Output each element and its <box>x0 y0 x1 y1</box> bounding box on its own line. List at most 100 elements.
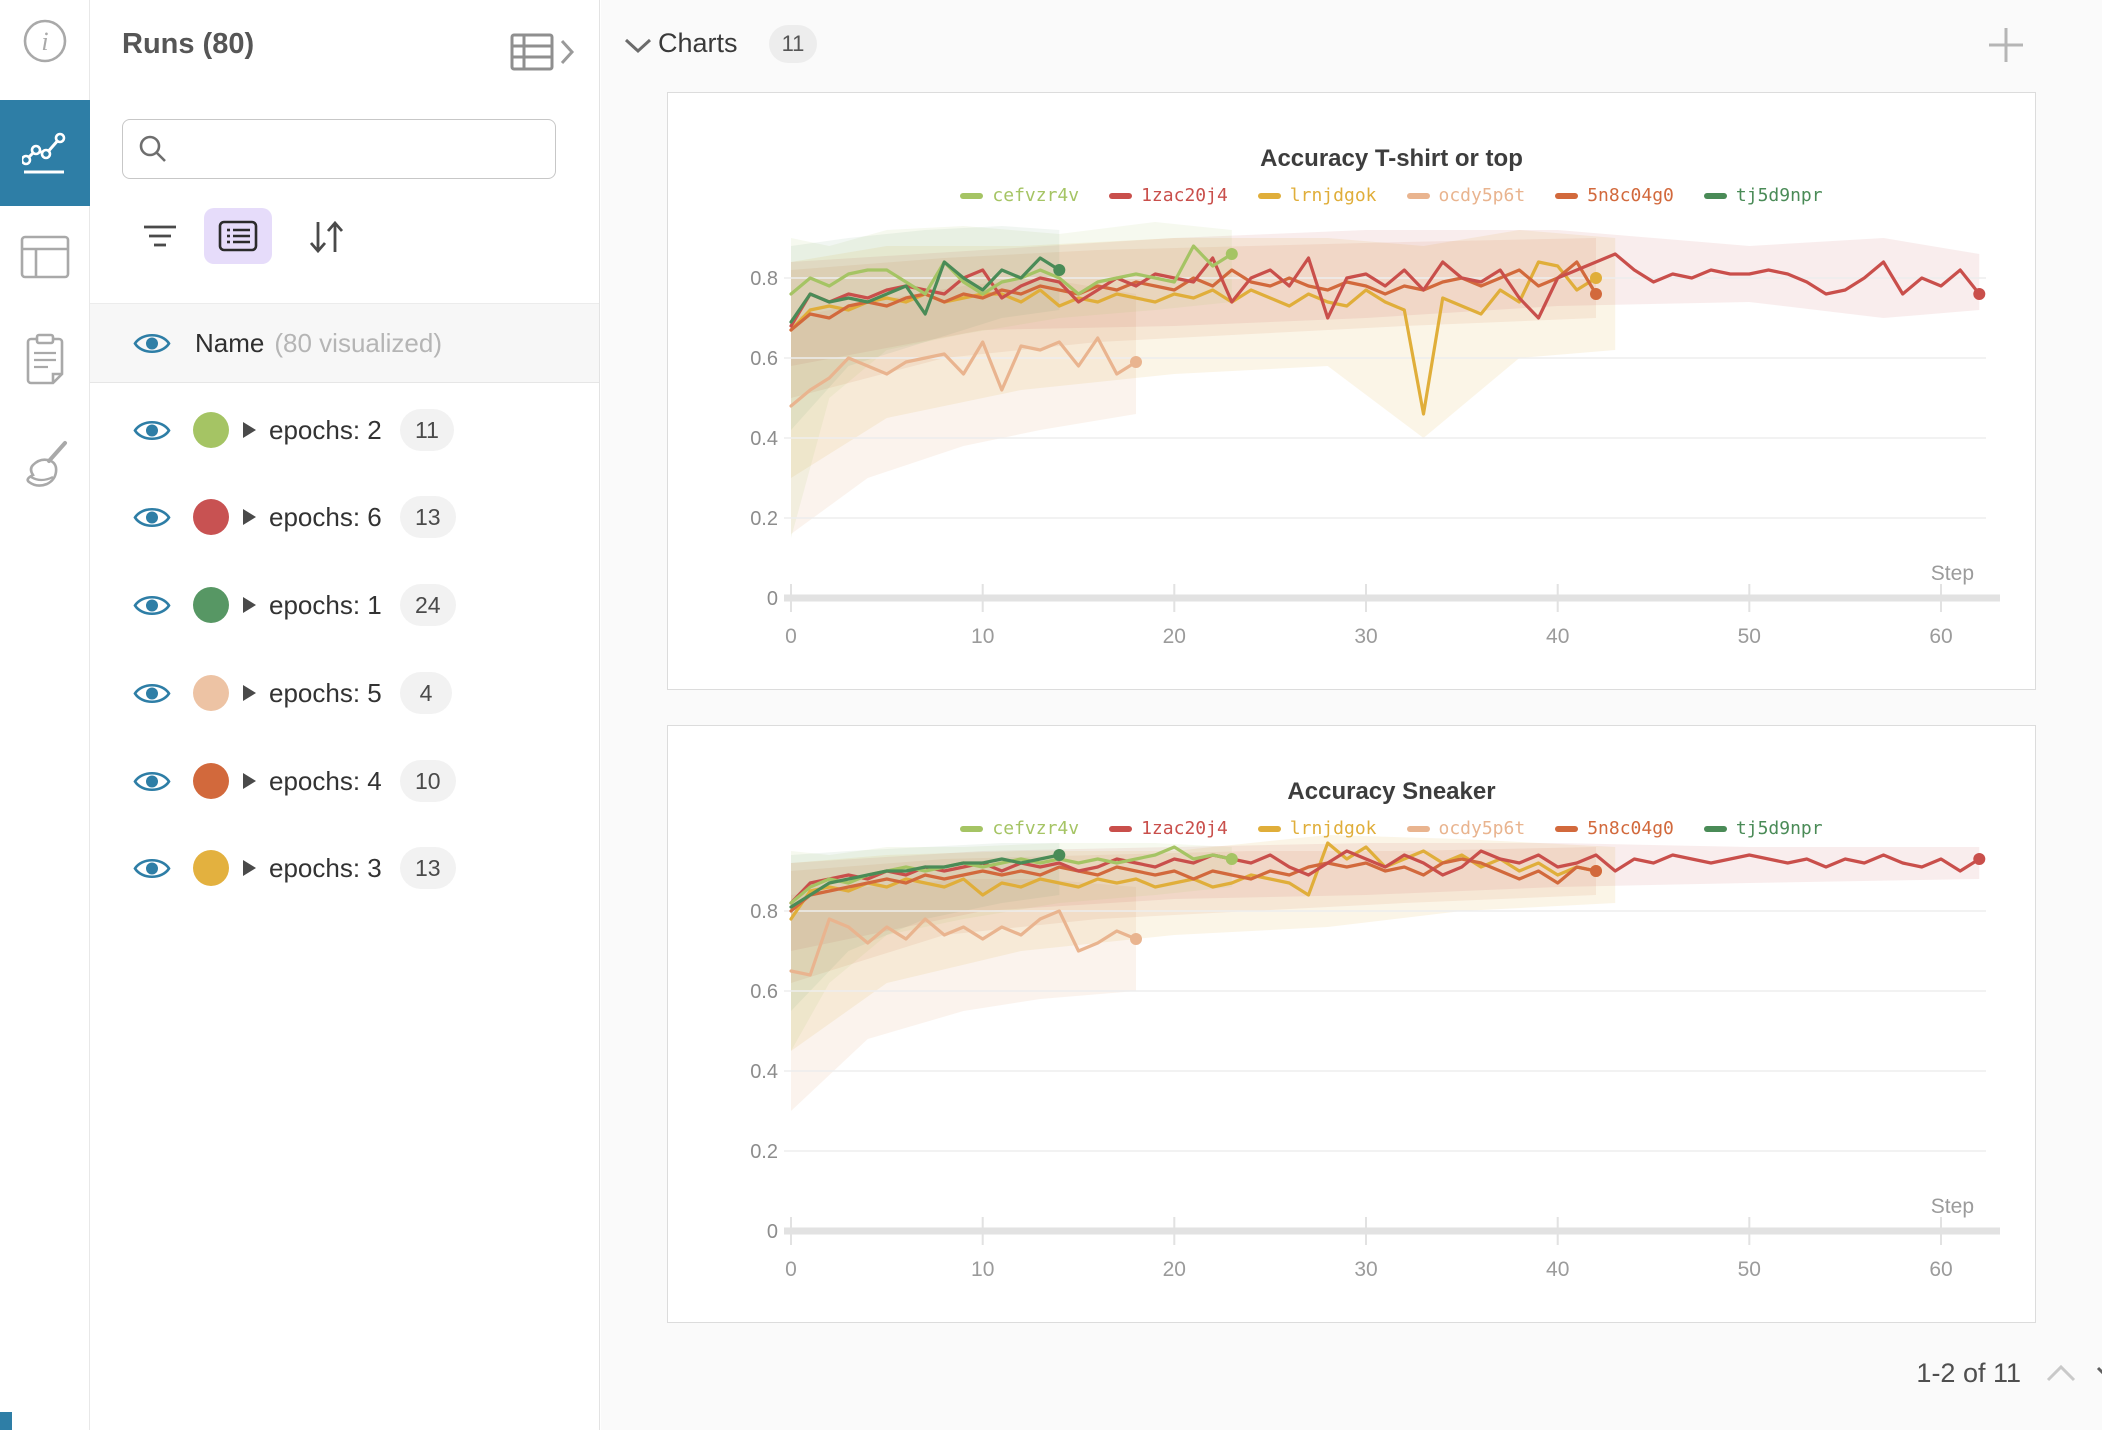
line-plot: 0 0.2 0.4 0.6 0.8 0 10 20 30 40 50 60 Step <box>750 835 2000 1281</box>
page-down-icon[interactable] <box>2093 1362 2102 1386</box>
broom-icon <box>26 441 67 487</box>
legend-item[interactable]: cefvzr4v <box>960 818 1079 839</box>
legend-swatch <box>1109 192 1133 199</box>
run-group-row[interactable]: epochs: 1 24 <box>90 565 599 645</box>
legend-run-name: 1zac20j4 <box>1141 185 1228 206</box>
legend-item[interactable]: lrnjdgok <box>1257 185 1377 206</box>
expand-run-table-button[interactable] <box>510 32 582 72</box>
visibility-eye-icon[interactable] <box>133 680 171 707</box>
chevron-right-icon <box>560 39 575 65</box>
svg-text:0: 0 <box>767 1221 778 1243</box>
run-group-row[interactable]: epochs: 4 10 <box>90 741 599 821</box>
run-group-row[interactable]: epochs: 2 11 <box>90 390 599 470</box>
legend-run-name: ocdy5p6t <box>1438 818 1526 839</box>
legend-run-name: tj5d9npr <box>1735 185 1823 206</box>
run-count-badge: 4 <box>400 672 452 714</box>
expand-caret-icon[interactable] <box>243 422 256 438</box>
charts-section-title: Charts <box>658 28 738 58</box>
rail-item-sweeps[interactable] <box>0 436 90 496</box>
legend-item[interactable]: tj5d9npr <box>1703 185 1823 206</box>
legend-item[interactable]: 1zac20j4 <box>1109 818 1228 839</box>
sort-icon <box>309 220 344 254</box>
legend-swatch <box>1406 192 1430 199</box>
left-rail: i <box>0 0 90 1430</box>
expand-caret-icon[interactable] <box>243 773 256 789</box>
legend-run-name: 5n8c04g0 <box>1587 185 1674 206</box>
legend-run-name: 5n8c04g0 <box>1587 818 1674 839</box>
run-count-badge: 24 <box>400 584 456 626</box>
run-group-label: epochs: 3 <box>269 852 382 883</box>
visibility-eye-icon[interactable] <box>133 330 171 357</box>
run-color-dot <box>193 499 229 535</box>
svg-text:10: 10 <box>971 1258 994 1281</box>
run-search-input[interactable] <box>179 136 539 162</box>
page-up-icon[interactable] <box>2043 1362 2079 1386</box>
visibility-eye-icon[interactable] <box>133 855 171 882</box>
legend-swatch <box>1257 192 1281 199</box>
expand-caret-icon[interactable] <box>243 685 256 701</box>
run-group-row[interactable]: epochs: 5 4 <box>90 653 599 733</box>
rail-item-table[interactable] <box>0 228 90 286</box>
expand-caret-icon[interactable] <box>243 509 256 525</box>
run-group-row[interactable]: epochs: 3 13 <box>90 828 599 908</box>
visibility-eye-icon[interactable] <box>133 768 171 795</box>
svg-text:30: 30 <box>1354 1258 1377 1281</box>
filter-icon <box>144 225 176 247</box>
rail-item-notes[interactable] <box>0 330 90 388</box>
rail-item-info[interactable]: i <box>0 10 90 72</box>
legend-item[interactable]: 5n8c04g0 <box>1555 185 1674 206</box>
svg-text:0.6: 0.6 <box>750 981 778 1003</box>
sort-runs-button[interactable] <box>304 214 348 260</box>
legend-item[interactable]: 1zac20j4 <box>1109 185 1228 206</box>
chevron-down-icon[interactable] <box>622 36 654 56</box>
charts-area: Charts 11 Accuracy T-shirt or top cefvzr… <box>601 0 2102 1430</box>
legend-swatch <box>960 192 984 199</box>
run-list-header-name: Name <box>195 327 265 358</box>
legend-item[interactable]: lrnjdgok <box>1257 818 1377 839</box>
pagination-label: 1-2 of 11 <box>1916 1358 2021 1388</box>
svg-text:50: 50 <box>1738 625 1761 648</box>
svg-text:0.2: 0.2 <box>750 1141 778 1163</box>
group-list-button[interactable] <box>204 208 272 264</box>
run-group-label: epochs: 2 <box>269 414 382 445</box>
legend-swatch <box>1703 192 1727 199</box>
expand-caret-icon[interactable] <box>243 597 256 613</box>
visibility-eye-icon[interactable] <box>133 504 171 531</box>
legend-swatch <box>1555 825 1579 832</box>
filter-runs-button[interactable] <box>140 216 180 258</box>
svg-text:i: i <box>41 27 48 56</box>
visibility-eye-icon[interactable] <box>133 417 171 444</box>
expand-caret-icon[interactable] <box>243 860 256 876</box>
legend-item[interactable]: ocdy5p6t <box>1406 185 1525 206</box>
legend-run-name: lrnjdgok <box>1289 818 1377 839</box>
chart-pagination: 1-2 of 11 <box>1781 1348 2102 1408</box>
svg-text:30: 30 <box>1354 625 1377 648</box>
legend-item[interactable]: tj5d9npr <box>1703 818 1823 839</box>
run-count-badge: 13 <box>400 496 456 538</box>
list-icon <box>218 220 258 252</box>
svg-text:0: 0 <box>785 1258 797 1281</box>
chart-card[interactable]: Accuracy T-shirt or top cefvzr4v 1zac20j4… <box>667 92 2036 690</box>
run-table-icon <box>510 33 554 71</box>
run-group-row[interactable]: epochs: 6 13 <box>90 477 599 557</box>
legend-item[interactable]: cefvzr4v <box>960 185 1079 206</box>
run-count-badge: 10 <box>400 760 456 802</box>
legend-item[interactable]: ocdy5p6t <box>1406 818 1526 839</box>
run-group-label: epochs: 4 <box>269 765 382 796</box>
run-search-box[interactable] <box>122 119 556 179</box>
run-group-label: epochs: 6 <box>269 501 382 532</box>
svg-text:0.2: 0.2 <box>750 508 778 530</box>
run-count-badge: 13 <box>400 847 456 889</box>
visibility-eye-icon[interactable] <box>133 592 171 619</box>
run-list-header-row[interactable]: Name (80 visualized) <box>90 303 599 383</box>
legend-run-name: lrnjdgok <box>1289 185 1377 206</box>
chart-title: Accuracy T-shirt or top <box>1260 145 1523 172</box>
rail-item-charts[interactable] <box>0 100 90 206</box>
chart-legend: cefvzr4v 1zac20j4 lrnjdgok ocdy5p6t 5n8c04g0… <box>668 185 2035 206</box>
svg-text:0.4: 0.4 <box>750 1061 778 1083</box>
add-panel-button[interactable] <box>1983 22 2029 68</box>
svg-text:20: 20 <box>1163 1258 1186 1281</box>
chart-card[interactable]: Accuracy Sneaker cefvzr4v 1zac20j4 lrnjdgo… <box>667 725 2036 1323</box>
legend-item[interactable]: 5n8c04g0 <box>1555 818 1674 839</box>
